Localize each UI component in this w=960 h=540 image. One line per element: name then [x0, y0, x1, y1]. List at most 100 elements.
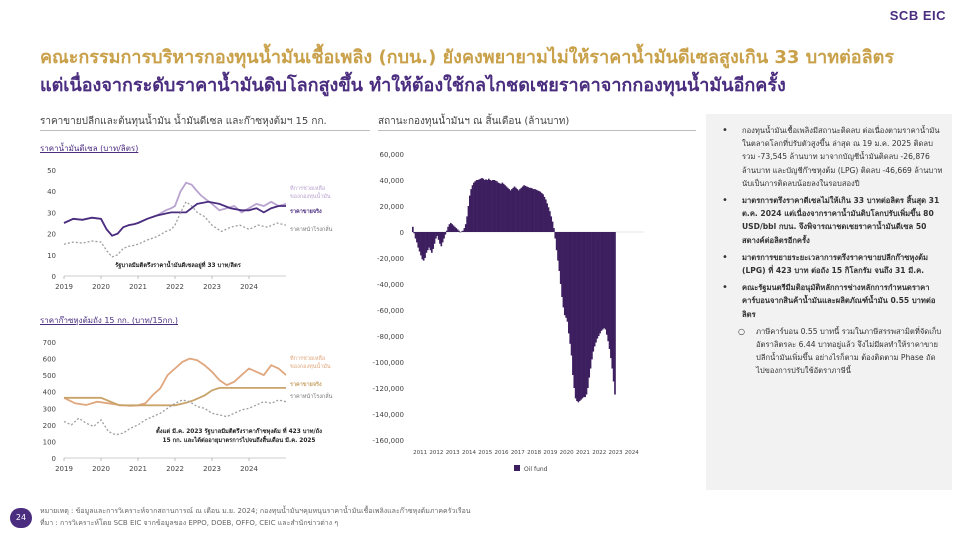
left-section-divider — [40, 130, 370, 131]
x-tick-label: 2021 — [576, 450, 590, 456]
fund-bar — [468, 195, 471, 232]
annotation-text: 15 กก. และได้ต่ออายุมาตรการไปจนถึงสิ้นเด… — [163, 435, 316, 444]
fund-bar — [448, 224, 451, 232]
fund-bar — [422, 232, 425, 261]
bullet-icon: • — [722, 282, 728, 294]
fund-bar — [500, 183, 502, 232]
fund-bar — [440, 232, 443, 247]
fund-bar — [559, 232, 562, 284]
fund-bar — [544, 199, 547, 232]
diesel-chart-title: ราคาน้ำมันดีเซล (บาท/ลิตร) — [40, 144, 139, 153]
fund-bar — [580, 232, 582, 400]
y-tick-label: -40,000 — [377, 281, 404, 289]
middle-section-divider — [378, 130, 696, 131]
fund-bar — [574, 232, 577, 399]
x-tick-label: 2024 — [240, 465, 258, 473]
fund-bar — [489, 180, 491, 232]
fund-bar — [592, 232, 595, 352]
fund-bar — [454, 226, 456, 232]
fund-bar — [573, 232, 576, 388]
fund-bar — [531, 188, 534, 232]
y-tick-label: 0 — [52, 455, 56, 463]
fund-bar — [496, 181, 498, 232]
x-tick-label: 2024 — [240, 283, 258, 291]
y-tick-label: -20,000 — [377, 255, 404, 263]
x-tick-label: 2015 — [478, 450, 492, 456]
fund-bar — [463, 228, 466, 232]
fund-bar — [490, 180, 493, 232]
y-tick-label: 0 — [400, 229, 404, 237]
bullet-icon: • — [722, 251, 728, 263]
x-tick-label: 2018 — [527, 450, 541, 456]
y-tick-label: 400 — [43, 389, 56, 397]
fund-bar — [467, 206, 470, 232]
fund-bar — [517, 190, 520, 232]
fund-bar — [595, 232, 597, 343]
fund-bar — [527, 187, 529, 232]
fund-bar — [444, 232, 447, 235]
page-title-line2: แต่เนื่องจากระดับราคาน้ำมันดิบโลกสูงขึ้น… — [40, 75, 786, 96]
fund-bar — [566, 232, 569, 322]
fund-bar — [528, 187, 531, 232]
fund-bar — [550, 216, 553, 232]
fund-bar — [554, 232, 557, 239]
series-line — [63, 399, 287, 436]
fund-bar — [504, 185, 506, 232]
fund-bar — [585, 232, 588, 395]
legend-label: ราคาขายจริง — [290, 381, 322, 388]
y-tick-label: 100 — [43, 438, 56, 446]
fund-bar — [608, 232, 611, 349]
fund-bar — [460, 231, 463, 232]
fund-bar — [464, 224, 467, 232]
fund-bar — [601, 232, 604, 330]
x-tick-label: 2023 — [609, 450, 623, 456]
y-tick-label: -80,000 — [377, 333, 404, 341]
fund-bar — [452, 225, 455, 232]
fund-bar — [519, 189, 521, 232]
fund-bar — [600, 232, 603, 331]
fund-bar — [497, 182, 500, 232]
fund-bar — [597, 232, 600, 336]
fund-bar — [542, 194, 544, 232]
fund-bar — [509, 190, 512, 232]
fund-bar — [539, 191, 542, 232]
fund-bar — [520, 187, 523, 232]
fund-bar — [445, 230, 448, 232]
y-tick-label: 700 — [43, 339, 56, 347]
fund-bar — [494, 180, 497, 232]
fund-bar — [466, 216, 468, 232]
fund-bar — [611, 232, 614, 369]
fund-bar — [563, 232, 566, 316]
x-tick-label: 2011 — [413, 450, 427, 456]
fund-bar — [430, 232, 433, 253]
fund-bar — [451, 224, 454, 232]
fund-bar — [607, 232, 610, 342]
x-tick-label: 2020 — [92, 465, 110, 473]
fund-bar — [425, 232, 428, 253]
fund-bar — [581, 232, 584, 399]
fund-bar — [603, 232, 605, 329]
fund-bar — [420, 232, 422, 256]
fund-bar — [557, 232, 559, 261]
bullet-item: • คณะรัฐมนตรีมีมติอนุมัติหลักการช่างหลักก… — [722, 282, 936, 319]
x-tick-label: 2020 — [560, 450, 574, 456]
fund-bar — [513, 186, 516, 232]
fund-bar — [470, 189, 472, 232]
fund-bar — [555, 232, 558, 251]
y-tick-label: 20 — [47, 231, 56, 239]
x-tick-label: 2023 — [203, 465, 221, 473]
bullet-item: • มาตรการตรึงราคาดีเซลไม่ให้เกิน 33 บาทต่… — [722, 195, 940, 245]
fund-bar — [447, 226, 449, 232]
left-section-title: ราคาขายปลีกและต้นทุนน้ำมัน น้ำมันดีเซล แ… — [40, 116, 327, 127]
fund-bar — [565, 232, 567, 318]
fund-bar — [511, 189, 513, 232]
series-line — [63, 200, 286, 237]
fund-bar — [458, 230, 460, 232]
fund-bar — [524, 185, 527, 232]
lpg-chart-title: ราคาก๊าซหุงต้มถัง 15 กก. (บาท/15กก.) — [40, 316, 179, 325]
y-tick-label: -60,000 — [377, 307, 404, 315]
x-tick-label: 2022 — [592, 450, 606, 456]
fund-bar — [532, 189, 535, 232]
fund-bar — [587, 232, 589, 388]
fund-bar — [439, 232, 441, 244]
